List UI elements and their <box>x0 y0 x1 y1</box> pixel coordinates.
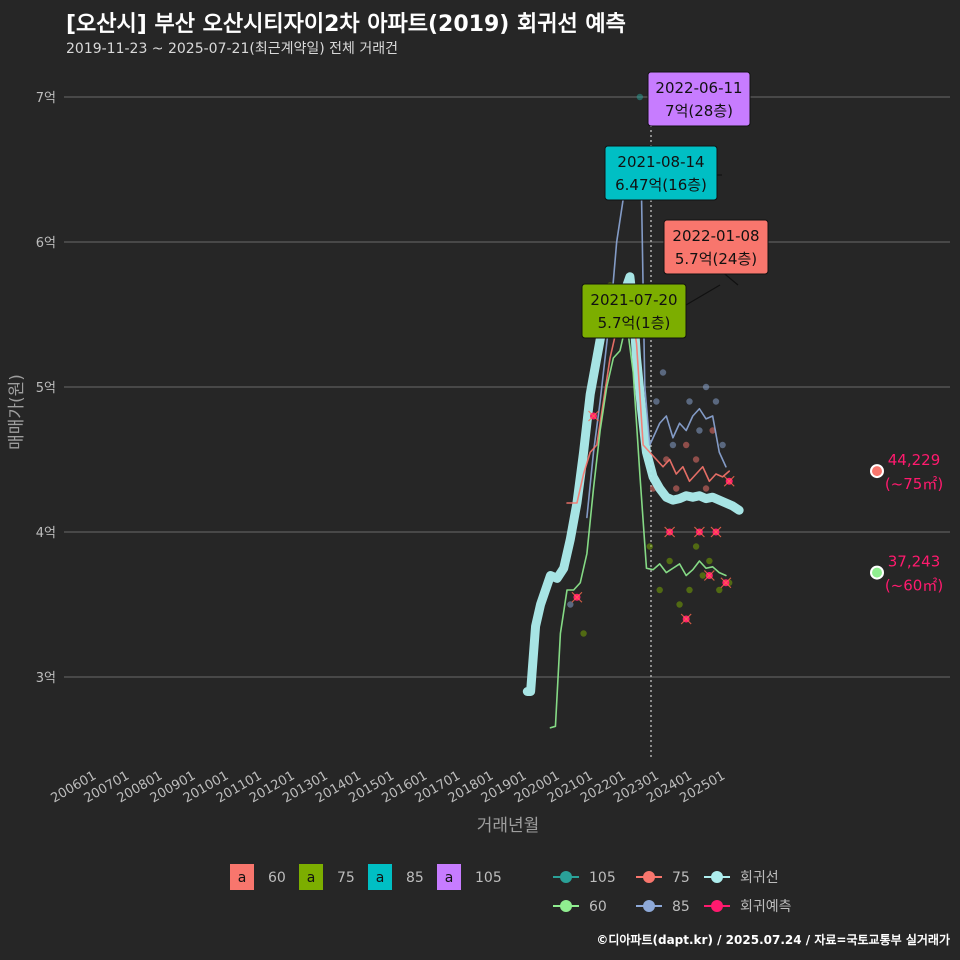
legend-fill-label: 85 <box>406 870 424 886</box>
data-point <box>676 601 683 608</box>
data-point <box>653 398 660 405</box>
end-label-area: (~60㎡) <box>885 577 943 595</box>
annotation-2022-06-11: 2022-06-11 7억(28층) <box>647 71 751 127</box>
chart-title: [오산시] 부산 오산시티자이2차 아파트(2019) 회귀선 예측 <box>66 12 626 37</box>
forecast-cross <box>720 577 732 589</box>
data-point <box>669 441 677 449</box>
data-point <box>696 427 703 434</box>
data-point <box>666 557 673 565</box>
legend-fill-key: a <box>238 870 247 886</box>
forecast-cross <box>664 526 676 538</box>
y-axis-title: 매매가(원) <box>7 374 27 450</box>
data-point <box>692 543 700 550</box>
data-point <box>699 572 706 579</box>
annotation-date: 2021-07-20 <box>590 291 677 309</box>
chart-subtitle: 2019-11-23 ~ 2025-07-21(최근계약일) 전체 거래건 <box>66 41 398 57</box>
data-point <box>567 601 574 608</box>
legend-line-label: 회귀예측 <box>740 899 792 915</box>
source-caption: ©디아파트(dapt.kr) / 2025.07.24 / 자료=국토교통부 실… <box>596 933 950 947</box>
data-point <box>682 441 690 449</box>
data-point <box>692 456 700 463</box>
legend-fill-swatch <box>299 864 323 890</box>
annotation-box <box>604 145 718 201</box>
legend-line-dot <box>560 871 572 883</box>
legend-fill-key: a <box>445 870 454 886</box>
y-tick-label: 5억 <box>36 381 56 396</box>
annotation-value: 7억(28층) <box>665 102 733 120</box>
forecast-cross <box>571 591 583 603</box>
annotation-box <box>647 71 751 127</box>
forecast-cross <box>680 613 692 625</box>
end-label-value: 44,229 <box>888 451 941 469</box>
data-point <box>702 485 710 492</box>
data-point <box>706 557 713 565</box>
series-line-60 <box>549 320 727 729</box>
regression-line <box>522 272 744 696</box>
y-tick-label: 3억 <box>36 671 56 686</box>
legend-line-dot <box>711 900 723 912</box>
data-point <box>580 630 587 637</box>
data-point <box>673 485 680 492</box>
x-axis-title: 거래년월 <box>477 816 540 836</box>
end-label-area: (~75㎡) <box>885 475 943 493</box>
legend-line-label: 75 <box>672 870 690 886</box>
legend-fill-label: 60 <box>268 870 286 886</box>
end-label-value: 37,243 <box>888 553 941 571</box>
data-point <box>686 398 693 405</box>
y-tick-label: 4억 <box>36 526 56 541</box>
annotation-2021-07-20: 2021-07-20 5.7억(1층) <box>581 283 721 339</box>
annotation-box <box>663 219 769 275</box>
data-point <box>686 586 693 594</box>
y-tick-label: 7억 <box>36 91 56 106</box>
annotation-2022-01-08: 2022-01-08 5.7억(24층) <box>663 219 769 286</box>
forecast-cross <box>588 410 599 422</box>
data-point <box>712 398 720 405</box>
legend-line-dot <box>711 871 723 883</box>
legend-fill-swatch <box>437 864 461 890</box>
legend-fill-key: a <box>307 870 316 886</box>
forecast-cross <box>710 526 722 538</box>
annotation-value: 5.7억(1층) <box>598 314 671 332</box>
series-line-75 <box>566 299 731 504</box>
end-point <box>870 565 884 580</box>
data-point <box>659 369 667 376</box>
data-point <box>656 586 663 594</box>
annotation-value: 5.7억(24층) <box>675 250 757 268</box>
forecast-cross <box>703 570 715 581</box>
annotation-leader <box>685 284 721 306</box>
legend-line-label: 60 <box>589 899 607 915</box>
data-point <box>646 543 653 550</box>
forecast-cross <box>693 526 705 538</box>
y-tick-label: 6억 <box>36 236 56 251</box>
legend-fill-swatch <box>368 864 392 890</box>
data-point <box>636 93 644 101</box>
data-point <box>702 383 710 391</box>
legend-fill-key: a <box>376 870 385 886</box>
legend-line-dot <box>643 871 655 883</box>
data-point <box>716 586 723 594</box>
legend-fill-label: 75 <box>337 870 355 886</box>
legend-line-dot <box>643 900 655 912</box>
legend-fill-swatch <box>230 864 254 890</box>
end-point <box>870 464 884 479</box>
legend-line-label: 85 <box>672 899 690 915</box>
annotation-date: 2021-08-14 <box>617 153 704 171</box>
legend-line-label: 105 <box>589 870 616 886</box>
legend-fill-label: 105 <box>475 870 502 886</box>
annotation-value: 6.47억(16층) <box>615 176 707 194</box>
legend-line-dot <box>560 900 572 912</box>
annotation-date: 2022-01-08 <box>672 227 759 245</box>
legend-line-label: 회귀선 <box>740 870 779 886</box>
annotation-date: 2022-06-11 <box>655 79 742 97</box>
annotation-2021-08-14: 2021-08-14 6.47억(16층) <box>604 145 722 201</box>
forecast-cross <box>723 475 735 487</box>
annotation-box <box>581 283 687 339</box>
data-point <box>719 441 726 449</box>
